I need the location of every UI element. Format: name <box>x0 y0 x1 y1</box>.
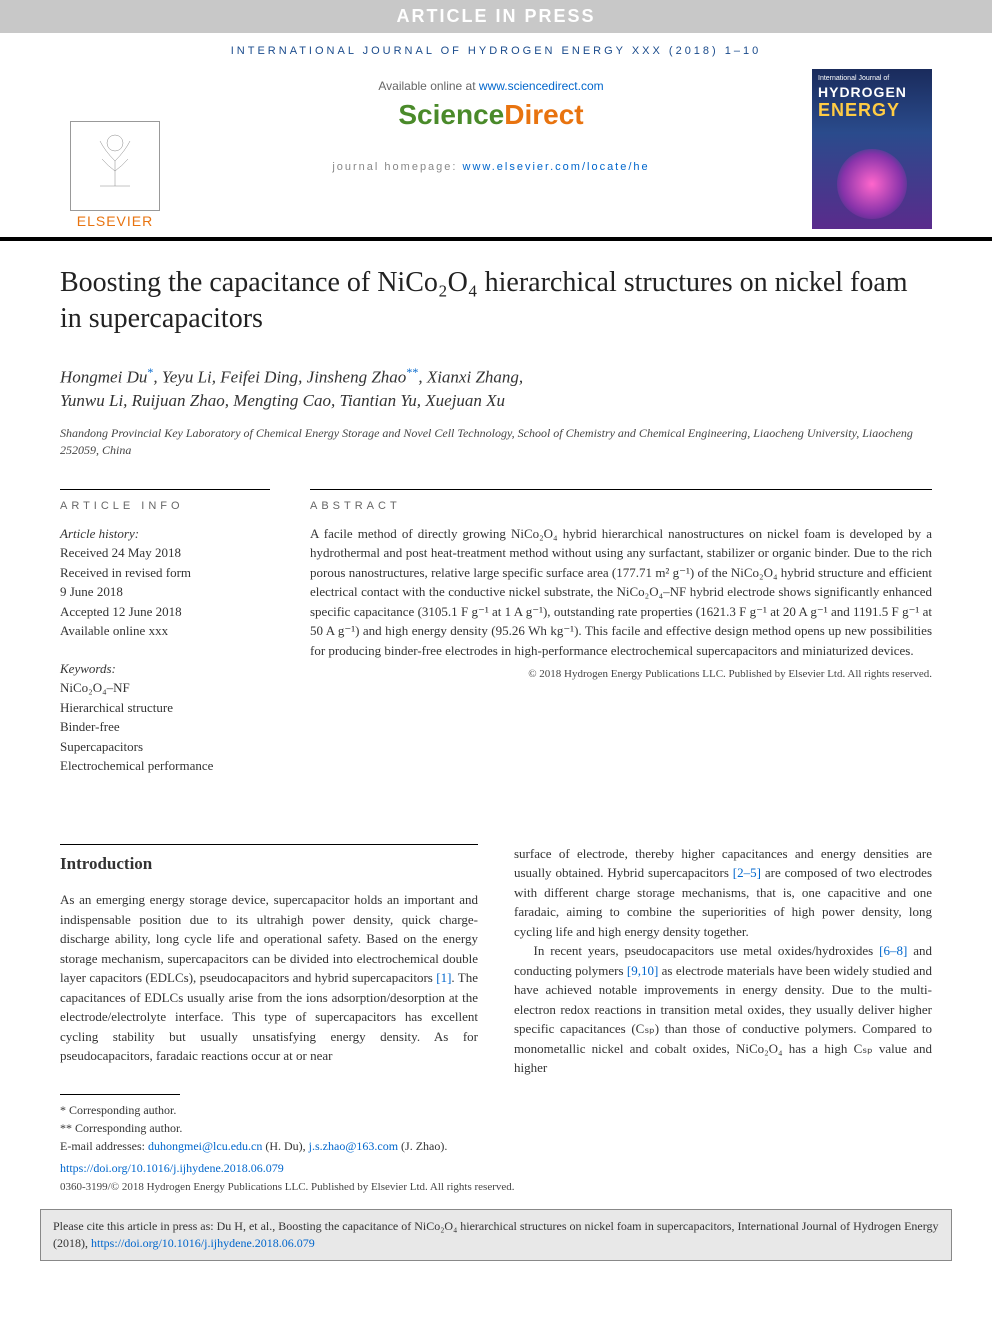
author-part: Yunwu Li, Ruijuan Zhao, Mengting Cao, Ti… <box>60 391 505 410</box>
cover-graphic-icon <box>837 149 907 219</box>
intro-paragraph-2: In recent years, pseudocapacitors use me… <box>514 941 932 1078</box>
sd-direct: Direct <box>504 99 583 130</box>
author-part: , Yeyu Li, Feifei Ding, Jinsheng Zhao <box>153 367 406 386</box>
email-link-1[interactable]: duhongmei@lcu.edu.cn <box>148 1139 262 1153</box>
keyword: Electrochemical performance <box>60 756 270 776</box>
abstract-text: A facile method of directly growing NiCo… <box>310 524 932 661</box>
article-info-heading: ARTICLE INFO <box>60 489 270 512</box>
journal-reference: INTERNATIONAL JOURNAL OF HYDROGEN ENERGY… <box>0 33 992 69</box>
sciencedirect-link[interactable]: www.sciencedirect.com <box>479 79 604 93</box>
author-part: Hongmei Du <box>60 367 147 386</box>
keywords-block: Keywords: NiCo₂O₄–NF Hierarchical struct… <box>60 659 270 776</box>
bottom-copyright: 0360-3199/© 2018 Hydrogen Energy Publica… <box>60 1179 932 1196</box>
title-section: Boosting the capacitance of NiCo₂O₄ hier… <box>0 241 992 469</box>
email-line: E-mail addresses: duhongmei@lcu.edu.cn (… <box>60 1137 932 1155</box>
journal-homepage-line: journal homepage: www.elsevier.com/locat… <box>182 161 800 173</box>
revised-label: Received in revised form <box>60 563 270 583</box>
center-header: Available online at www.sciencedirect.co… <box>182 69 800 229</box>
cover-energy: ENERGY <box>818 100 926 121</box>
intro-text: as electrode materials have been widely … <box>514 963 932 1076</box>
online-date: Available online xxx <box>60 621 270 641</box>
accepted-date: Accepted 12 June 2018 <box>60 602 270 622</box>
keyword: Binder-free <box>60 717 270 737</box>
keyword: NiCo₂O₄–NF <box>60 678 270 698</box>
author-part: , Xianxi Zhang, <box>418 367 523 386</box>
sd-science: Science <box>398 99 504 130</box>
available-prefix: Available online at <box>378 79 479 93</box>
body-columns: Introduction As an emerging energy stora… <box>0 794 992 1078</box>
article-in-press-banner: ARTICLE IN PRESS <box>0 0 992 33</box>
body-column-right: surface of electrode, thereby higher cap… <box>514 844 932 1078</box>
elsevier-tree-icon <box>70 121 160 211</box>
intro-text: As an emerging energy storage device, su… <box>60 892 478 985</box>
doi-link[interactable]: https://doi.org/10.1016/j.ijhydene.2018.… <box>60 1161 284 1175</box>
corresponding-marker-2: ** <box>406 365 418 379</box>
body-column-left: Introduction As an emerging energy stora… <box>60 844 478 1078</box>
citation-link-6-8[interactable]: [6–8] <box>879 943 907 958</box>
authors-list: Hongmei Du*, Yeyu Li, Feifei Ding, Jinsh… <box>60 364 932 413</box>
keyword: Hierarchical structure <box>60 698 270 718</box>
citation-link-2-5[interactable]: [2–5] <box>733 865 761 880</box>
intro-paragraph-1-cont: surface of electrode, thereby higher cap… <box>514 844 932 942</box>
corresponding-note-1: * Corresponding author. <box>60 1101 932 1119</box>
citation-link-9-10[interactable]: [9,10] <box>627 963 658 978</box>
cover-hydrogen: HYDROGEN <box>818 84 926 100</box>
keywords-label: Keywords: <box>60 659 270 679</box>
available-online-line: Available online at www.sciencedirect.co… <box>182 79 800 93</box>
cite-doi-link[interactable]: https://doi.org/10.1016/j.ijhydene.2018.… <box>91 1236 315 1250</box>
intro-paragraph-1: As an emerging energy storage device, su… <box>60 890 478 1066</box>
cover-small-title: International Journal of <box>818 75 926 82</box>
email-name-2: (J. Zhao). <box>398 1139 447 1153</box>
journal-homepage-link[interactable]: www.elsevier.com/locate/he <box>463 161 650 173</box>
elsevier-logo[interactable]: ELSEVIER <box>60 69 170 229</box>
citation-link-1[interactable]: [1] <box>436 970 451 985</box>
footer-separator <box>60 1094 180 1095</box>
article-title: Boosting the capacitance of NiCo₂O₄ hier… <box>60 265 932 338</box>
article-history-block: Article history: Received 24 May 2018 Re… <box>60 524 270 641</box>
footer-block: * Corresponding author. ** Corresponding… <box>0 1078 992 1196</box>
keyword: Supercapacitors <box>60 737 270 757</box>
doi-line: https://doi.org/10.1016/j.ijhydene.2018.… <box>60 1159 932 1177</box>
abstract-copyright: © 2018 Hydrogen Energy Publications LLC.… <box>310 668 932 680</box>
history-label: Article history: <box>60 524 270 544</box>
citation-box: Please cite this article in press as: Du… <box>40 1209 952 1261</box>
corresponding-note-2: ** Corresponding author. <box>60 1119 932 1137</box>
journal-cover-thumbnail[interactable]: International Journal of HYDROGEN ENERGY <box>812 69 932 229</box>
header-block: ELSEVIER Available online at www.science… <box>0 69 992 241</box>
homepage-prefix: journal homepage: <box>332 161 462 173</box>
affiliation: Shandong Provincial Key Laboratory of Ch… <box>60 425 932 459</box>
received-date: Received 24 May 2018 <box>60 543 270 563</box>
sciencedirect-logo[interactable]: ScienceDirect <box>182 99 800 131</box>
email-link-2[interactable]: j.s.zhao@163.com <box>309 1139 398 1153</box>
article-info-column: ARTICLE INFO Article history: Received 2… <box>60 489 270 794</box>
elsevier-wordmark: ELSEVIER <box>77 213 153 229</box>
intro-text: In recent years, pseudocapacitors use me… <box>534 943 880 958</box>
introduction-heading: Introduction <box>60 844 478 877</box>
email-name-1: (H. Du), <box>262 1139 308 1153</box>
abstract-heading: ABSTRACT <box>310 489 932 512</box>
revised-date: 9 June 2018 <box>60 582 270 602</box>
info-abstract-row: ARTICLE INFO Article history: Received 2… <box>0 469 992 794</box>
abstract-column: ABSTRACT A facile method of directly gro… <box>310 489 932 794</box>
email-prefix: E-mail addresses: <box>60 1139 148 1153</box>
